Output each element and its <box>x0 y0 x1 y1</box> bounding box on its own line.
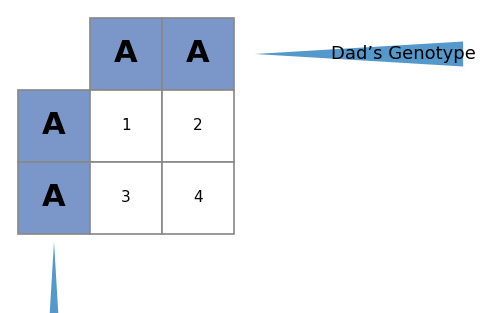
Bar <box>90 162 162 234</box>
Text: 3: 3 <box>121 191 131 206</box>
Bar <box>18 18 90 90</box>
Text: A: A <box>114 39 138 69</box>
Text: Dad’s Genotype: Dad’s Genotype <box>331 45 476 63</box>
Bar <box>90 18 162 90</box>
Bar <box>18 162 90 234</box>
Bar <box>90 90 162 162</box>
Text: Mom’s Genotype: Mom’s Genotype <box>5 312 158 313</box>
Bar <box>162 162 234 234</box>
Text: 2: 2 <box>193 119 203 134</box>
Text: 4: 4 <box>193 191 203 206</box>
Bar <box>162 18 234 90</box>
Text: A: A <box>42 111 66 141</box>
Text: A: A <box>42 183 66 213</box>
Text: A: A <box>186 39 210 69</box>
Bar <box>18 90 90 162</box>
Bar <box>162 90 234 162</box>
Text: 1: 1 <box>121 119 131 134</box>
